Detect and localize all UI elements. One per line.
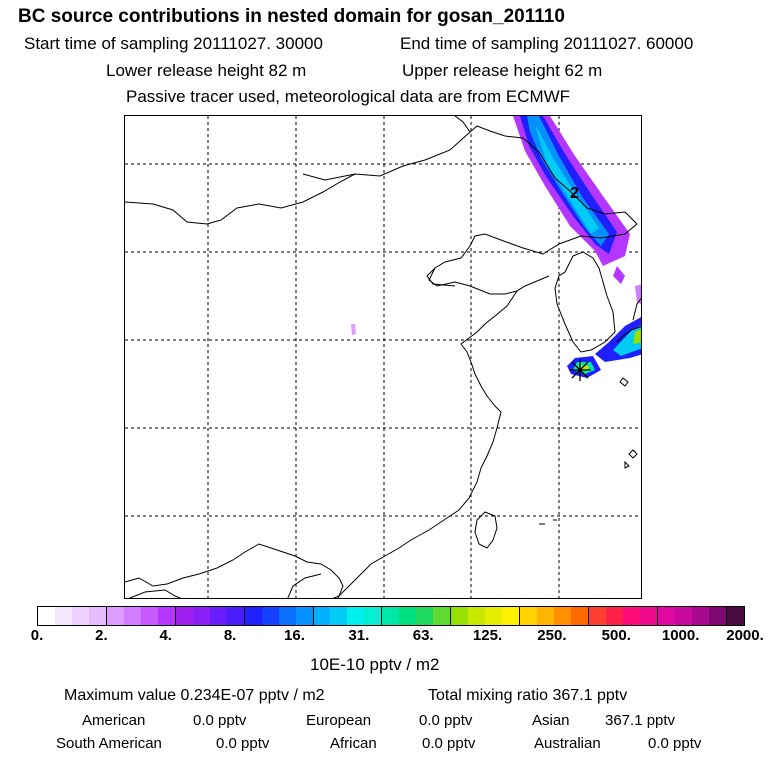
colorbar-swatch [209,607,227,625]
colorbar-tick-label: 250. [537,627,567,644]
region-name: African [330,735,377,752]
region-name: Asian [532,712,570,729]
start-time-label: Start time of sampling 20111027. 30000 [24,34,323,53]
colorbar-swatch [330,607,348,625]
region-name: American [82,712,146,729]
colorbar-swatch [313,607,331,625]
colorbar-swatch [175,607,193,625]
colorbar-swatch [657,607,675,625]
region-name: South American [56,735,162,752]
colorbar-tick-label: 31. [348,627,370,644]
colorbar-swatch [502,607,521,625]
colorbar-swatch [364,607,383,625]
colorbar-swatch [140,607,158,625]
colorbar-swatch [88,607,107,625]
colorbar-swatch [554,607,572,625]
region-value: 0.0 pptv [419,712,473,729]
colorbar-swatch [416,607,434,625]
region-value: 0.0 pptv [648,735,702,752]
colorbar-swatch [123,607,141,625]
colorbar-swatch [192,607,210,625]
tracer-note: Passive tracer used, meteorological data… [126,87,571,106]
colorbar-swatch [244,607,262,625]
end-time-label: End time of sampling 20111027. 60000 [400,34,694,53]
colorbar-swatch [382,607,400,625]
upper-release-label: Upper release height 62 m [402,61,603,80]
lower-release-label: Lower release height 82 m [106,61,307,80]
colorbar-swatch [708,607,727,625]
region-value: 0.0 pptv [193,712,247,729]
colorbar-swatch [622,607,640,625]
region-value: 367.1 pptv [605,712,676,729]
colorbar-swatch [674,607,692,625]
concentration-plume [351,116,641,378]
map-panel: 2 [124,115,642,599]
colorbar-swatch [38,607,55,625]
colorbar-swatch [451,607,469,625]
colorbar-unit: 10E-10 pptv / m2 [310,655,440,674]
colorbar-swatch [589,607,606,625]
region-name: European [306,712,372,729]
colorbar-tick-label: 2. [95,627,108,644]
colorbar-swatch [639,607,658,625]
colorbar-swatch [71,607,89,625]
plot-title: BC source contributions in nested domain… [18,6,565,27]
colorbar-swatch [347,607,365,625]
colorbar-swatch [399,607,417,625]
colorbar-swatch [537,607,555,625]
region-value: 0.0 pptv [216,735,270,752]
colorbar-swatch [571,607,589,625]
colorbar-tick-label: 16. [284,627,305,644]
colorbar-tick-label: 1000. [661,627,700,644]
region-name: Australian [534,735,601,752]
colorbar-swatch [54,607,72,625]
colorbar-swatch [157,607,176,625]
max-value-label: Maximum value 0.234E-07 pptv / m2 [64,687,325,704]
colorbar-swatch [726,607,744,625]
colorbar-swatch [226,607,245,625]
colorbar-swatch [295,607,314,625]
colorbar-tick-label: 0. [30,627,44,644]
colorbar-swatch [468,607,486,625]
receptor-marker [569,359,591,381]
contour-label: 2 [570,185,579,202]
colorbar-swatch [433,607,452,625]
colorbar-swatch [691,607,709,625]
colorbar-tick-label: 63. [412,627,434,644]
colorbar-tick-label: 8. [223,627,237,644]
colorbar-swatch [261,607,279,625]
colorbar-tick-label: 125. [472,627,503,644]
total-mixing-label: Total mixing ratio 367.1 pptv [428,687,628,704]
colorbar-swatch [520,607,538,625]
colorbar [37,606,745,626]
region-value: 0.0 pptv [422,735,476,752]
coastlines [125,116,641,598]
colorbar-tick-label: 500. [601,627,631,644]
colorbar-swatch [278,607,296,625]
colorbar-tick-label: 2000. [726,627,764,644]
map-svg: 2 [125,116,641,598]
colorbar-swatch [106,607,124,625]
colorbar-tick-label: 4. [159,627,172,644]
colorbar-swatch [485,607,503,625]
colorbar-swatch [605,607,623,625]
